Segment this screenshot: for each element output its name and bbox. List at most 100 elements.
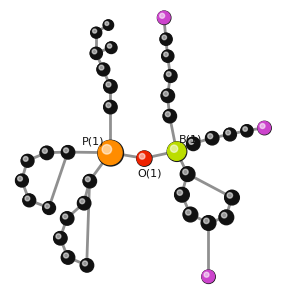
Text: B(1): B(1) xyxy=(179,135,202,145)
Circle shape xyxy=(164,52,168,57)
Circle shape xyxy=(204,218,209,223)
Circle shape xyxy=(103,20,113,30)
Circle shape xyxy=(63,253,68,258)
Circle shape xyxy=(90,48,102,59)
Circle shape xyxy=(186,210,191,215)
Circle shape xyxy=(168,142,186,160)
Circle shape xyxy=(202,270,214,283)
Circle shape xyxy=(77,196,91,210)
Circle shape xyxy=(160,13,165,18)
Circle shape xyxy=(208,134,213,139)
Circle shape xyxy=(90,47,102,59)
Circle shape xyxy=(225,191,238,204)
Circle shape xyxy=(83,174,96,188)
Circle shape xyxy=(224,128,237,141)
Circle shape xyxy=(23,194,35,206)
Circle shape xyxy=(97,63,110,76)
Circle shape xyxy=(241,125,252,136)
Circle shape xyxy=(167,142,187,161)
Circle shape xyxy=(97,63,109,75)
Circle shape xyxy=(104,101,116,113)
Circle shape xyxy=(40,146,54,160)
Circle shape xyxy=(106,82,111,87)
Circle shape xyxy=(80,259,94,272)
Circle shape xyxy=(91,27,101,38)
Circle shape xyxy=(183,169,188,175)
Circle shape xyxy=(205,131,219,145)
Circle shape xyxy=(165,112,170,117)
Circle shape xyxy=(42,148,47,153)
Circle shape xyxy=(98,140,124,166)
Circle shape xyxy=(78,197,90,209)
Circle shape xyxy=(99,65,104,70)
Circle shape xyxy=(160,33,172,45)
Circle shape xyxy=(189,139,194,144)
Circle shape xyxy=(98,141,122,165)
Circle shape xyxy=(104,100,117,114)
Circle shape xyxy=(175,188,189,202)
Circle shape xyxy=(60,212,74,225)
Circle shape xyxy=(61,212,73,224)
Circle shape xyxy=(163,109,176,123)
Circle shape xyxy=(258,121,270,134)
Circle shape xyxy=(23,156,28,161)
Circle shape xyxy=(54,232,66,244)
Circle shape xyxy=(25,196,30,201)
Circle shape xyxy=(54,232,67,245)
Circle shape xyxy=(85,177,90,182)
Circle shape xyxy=(225,190,239,205)
Circle shape xyxy=(15,174,28,187)
Circle shape xyxy=(164,70,176,82)
Circle shape xyxy=(137,151,151,165)
Text: P(1): P(1) xyxy=(81,137,104,147)
Circle shape xyxy=(62,251,74,263)
Circle shape xyxy=(219,210,234,225)
Circle shape xyxy=(107,44,112,48)
Circle shape xyxy=(22,155,33,166)
Circle shape xyxy=(219,210,233,224)
Circle shape xyxy=(180,167,194,181)
Circle shape xyxy=(18,176,22,181)
Circle shape xyxy=(21,154,34,167)
Circle shape xyxy=(224,128,236,140)
Circle shape xyxy=(206,132,218,144)
Circle shape xyxy=(161,89,175,103)
Circle shape xyxy=(62,146,74,158)
Circle shape xyxy=(183,207,198,222)
Circle shape xyxy=(103,20,114,30)
Circle shape xyxy=(137,151,152,166)
Circle shape xyxy=(204,272,209,277)
Circle shape xyxy=(180,167,195,181)
Circle shape xyxy=(83,175,96,187)
Circle shape xyxy=(226,130,230,135)
Circle shape xyxy=(104,80,117,93)
Circle shape xyxy=(102,145,111,154)
Text: O(1): O(1) xyxy=(137,168,161,178)
Circle shape xyxy=(106,42,116,53)
Circle shape xyxy=(91,27,102,38)
Circle shape xyxy=(202,270,215,283)
Circle shape xyxy=(243,127,247,131)
Circle shape xyxy=(187,137,200,151)
Circle shape xyxy=(139,153,145,159)
Circle shape xyxy=(56,234,61,239)
Circle shape xyxy=(105,22,109,26)
Circle shape xyxy=(43,202,55,214)
Circle shape xyxy=(164,70,177,82)
Circle shape xyxy=(80,199,85,204)
Circle shape xyxy=(187,137,199,150)
Circle shape xyxy=(170,145,178,152)
Circle shape xyxy=(160,33,172,45)
Circle shape xyxy=(63,214,68,219)
Circle shape xyxy=(83,261,87,266)
Circle shape xyxy=(201,216,216,230)
Circle shape xyxy=(201,216,215,230)
Circle shape xyxy=(45,204,50,208)
Circle shape xyxy=(162,35,167,40)
Circle shape xyxy=(260,123,265,128)
Circle shape xyxy=(162,50,173,62)
Circle shape xyxy=(93,29,97,33)
Circle shape xyxy=(61,146,75,159)
Circle shape xyxy=(162,50,174,62)
Circle shape xyxy=(104,80,116,92)
